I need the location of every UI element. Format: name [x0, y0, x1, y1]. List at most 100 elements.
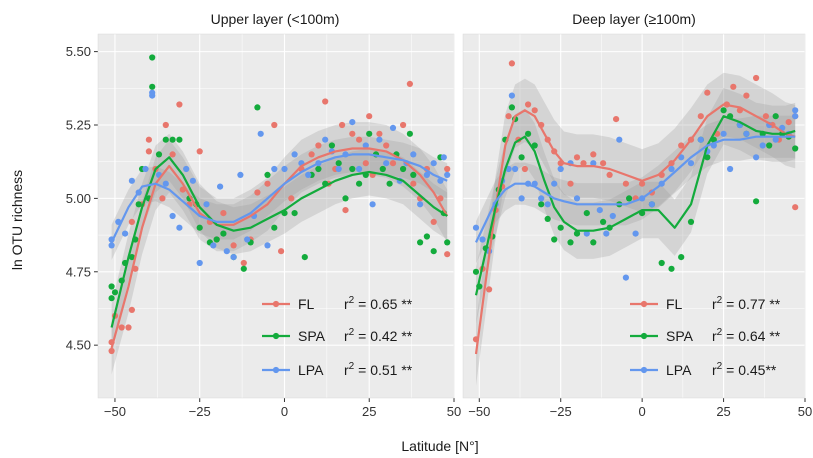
data-point-lpa [305, 171, 312, 178]
data-point-lpa [573, 195, 581, 202]
data-point-fl [376, 130, 383, 137]
data-point-fl [254, 189, 261, 196]
data-point-lpa [720, 130, 727, 137]
data-point-lpa [203, 201, 210, 208]
data-point-spa [271, 224, 278, 231]
data-point-lpa [727, 165, 734, 173]
data-point-fl [525, 101, 532, 108]
data-point-spa [687, 218, 695, 225]
data-point-fl [573, 154, 581, 161]
data-point-spa [162, 136, 169, 143]
data-point-lpa [128, 177, 135, 184]
data-point-spa [108, 295, 115, 302]
confidence-band-lpa [476, 115, 796, 264]
data-point-fl [315, 142, 322, 149]
data-point-spa [423, 233, 430, 240]
legend-r2-lpa: r2 = 0.45** [712, 361, 777, 378]
data-point-spa [291, 210, 298, 217]
data-point-spa [472, 268, 480, 275]
data-point-lpa [271, 165, 278, 173]
legend-swatch-point-lpa [640, 366, 648, 374]
data-point-spa [792, 145, 799, 152]
y-tick-label: 5.50 [66, 44, 91, 59]
data-point-spa [626, 195, 633, 202]
confidence-band-lpa [111, 136, 448, 260]
x-tick-label: −50 [104, 404, 126, 419]
data-point-spa [108, 283, 115, 290]
data-point-spa [590, 239, 597, 246]
data-point-fl [196, 148, 203, 155]
data-point-lpa [281, 165, 288, 173]
data-point-lpa [335, 165, 342, 173]
data-point-lpa [217, 183, 224, 190]
data-point-fl [264, 180, 271, 187]
data-point-fl [322, 98, 329, 105]
panel-border [97, 33, 455, 399]
data-point-lpa [609, 212, 616, 220]
x-axis-title: Latitude [N°] [401, 438, 478, 454]
data-point-lpa [440, 154, 447, 161]
data-point-fl [410, 180, 417, 187]
data-point-lpa [632, 230, 639, 237]
data-point-lpa [349, 119, 356, 126]
data-point-fl [785, 119, 792, 126]
data-point-fl [342, 207, 349, 214]
x-tick-label: −50 [468, 404, 490, 419]
data-point-lpa [417, 201, 424, 208]
data-point-spa [772, 113, 779, 120]
x-tick-label: 25 [716, 404, 730, 419]
data-point-fl [613, 116, 620, 123]
data-point-spa [220, 230, 227, 237]
data-point-spa [600, 218, 607, 225]
legend-swatch-point-spa [640, 332, 648, 340]
data-point-fl [753, 74, 760, 82]
data-point-spa [406, 130, 413, 137]
data-point-spa [335, 160, 342, 167]
data-point-lpa [230, 254, 237, 261]
data-point-spa [525, 130, 532, 137]
data-point-lpa [759, 142, 766, 149]
data-point-fl [704, 89, 711, 96]
smooth-line-lpa [475, 135, 796, 243]
smooth-line-spa [474, 115, 796, 296]
data-point-fl [145, 136, 152, 143]
y-tick-label: 4.75 [66, 264, 91, 279]
data-point-lpa [176, 224, 183, 231]
legend-r2-fl: r2 = 0.77 ** [712, 295, 781, 312]
data-point-fl [362, 160, 369, 167]
data-point-spa [400, 165, 407, 173]
data-point-spa [111, 289, 119, 296]
data-point-spa [149, 54, 156, 61]
data-point-spa [567, 239, 574, 246]
data-point-fl [278, 248, 285, 255]
data-point-spa [557, 224, 564, 231]
confidence-band-fl [111, 122, 448, 375]
data-point-fl [162, 121, 169, 129]
data-point-lpa [551, 180, 558, 187]
data-point-lpa [244, 236, 251, 243]
x-tick-label: −25 [550, 404, 572, 419]
legend-label-fl: FL [666, 296, 683, 312]
smooth-line-fl [110, 147, 449, 349]
data-point-spa [538, 201, 545, 208]
data-point-lpa [668, 165, 675, 173]
data-point-lpa [508, 92, 515, 99]
data-point-spa [213, 236, 220, 243]
data-point-spa [301, 254, 308, 261]
data-point-lpa [753, 154, 760, 161]
data-point-fl [356, 136, 363, 143]
data-point-spa [366, 130, 373, 137]
data-point-spa [753, 198, 760, 205]
data-point-lpa [142, 165, 149, 173]
data-point-spa [240, 265, 247, 272]
data-point-spa [386, 180, 393, 187]
data-point-fl [240, 259, 247, 267]
data-point-lpa [237, 171, 244, 178]
x-tick-label: −25 [189, 404, 211, 419]
data-point-lpa [697, 136, 704, 143]
data-point-spa [704, 154, 711, 161]
data-point-lpa [687, 160, 695, 167]
data-point-fl [383, 142, 390, 149]
data-point-fl [678, 142, 685, 149]
